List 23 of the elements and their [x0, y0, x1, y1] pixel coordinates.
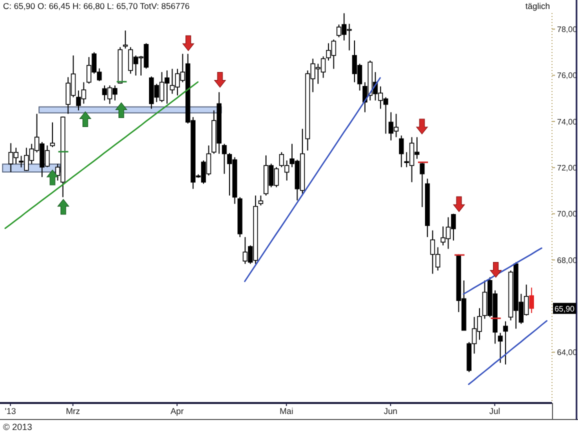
- candlestick: [258, 195, 264, 206]
- x-tick-label: Apr: [170, 406, 184, 416]
- line-series: [468, 320, 548, 386]
- x-tick-label: Mrz: [66, 406, 80, 416]
- chart-subtitle: täglich: [525, 1, 550, 11]
- x-tick-label: '13: [4, 406, 16, 416]
- x-tick-label: Mai: [280, 406, 294, 416]
- line-series: [462, 247, 542, 295]
- candlestick: [529, 287, 534, 314]
- chart-title: C: 65,90 O: 66,45 H: 66,80 L: 65,70 TotV: 856776: [3, 1, 190, 11]
- candlestick: [420, 162, 425, 208]
- candlestick: [122, 30, 128, 50]
- candlestick: [50, 122, 55, 148]
- x-tick-label: Jun: [384, 406, 398, 416]
- line-series: [244, 77, 381, 282]
- annotation: 65,90: [554, 304, 576, 314]
- candlestick: [498, 332, 503, 364]
- x-tick-label: Jul: [489, 406, 500, 416]
- candlestick: [398, 135, 404, 168]
- line-series: [4, 81, 199, 230]
- candlestick: [222, 143, 227, 174]
- candlestick: [503, 320, 508, 365]
- text: © 2013: [3, 422, 32, 432]
